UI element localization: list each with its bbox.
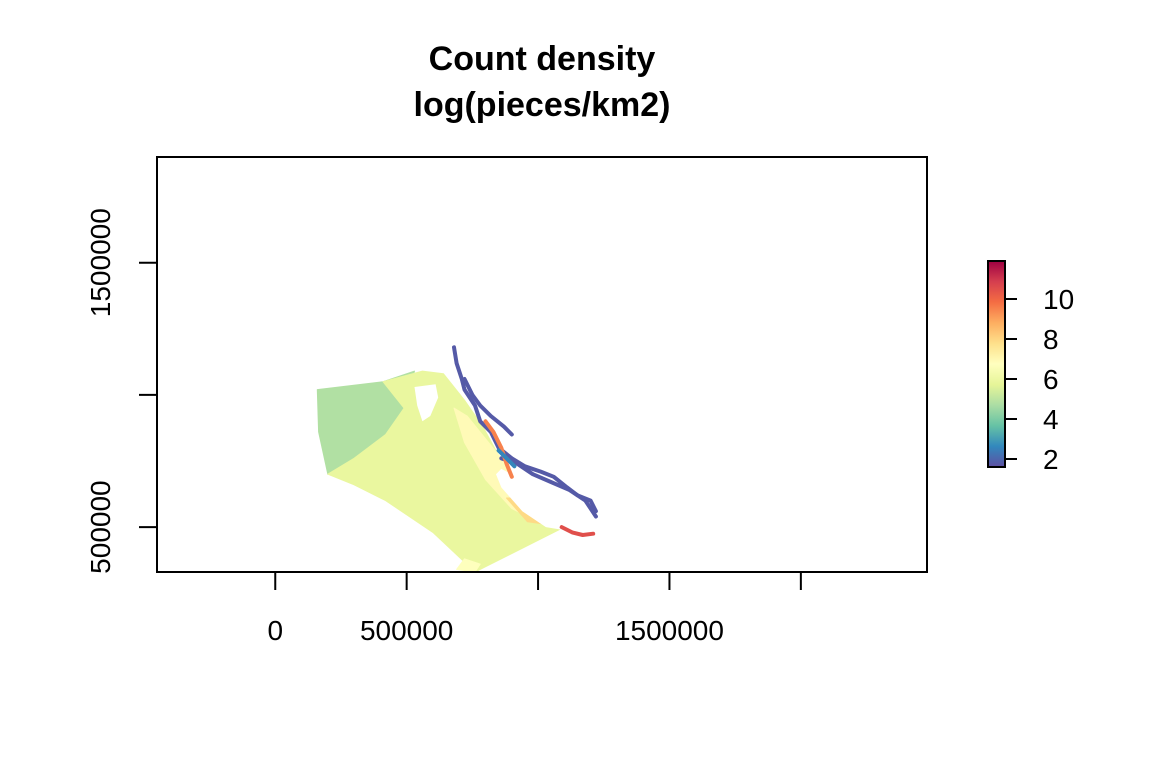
y-tick-label-2: 1500000 [85, 208, 116, 317]
y-axis: 500000 1500000 [85, 208, 158, 574]
colorbar-tick-label-0: 2 [1043, 444, 1059, 475]
map-layer [316, 345, 598, 572]
colorbar-legend: 2 4 6 8 10 [987, 260, 1074, 475]
land-mask-1 [496, 468, 594, 533]
colorbar-tick-label-2: 6 [1043, 364, 1059, 395]
x-tick-label-3: 1500000 [615, 615, 724, 646]
density-region-1 [327, 370, 576, 572]
coast-cells-3 [559, 525, 596, 537]
colorbar-tick-label-3: 8 [1043, 324, 1059, 355]
map-subtitle: log(pieces/km2) [414, 86, 671, 124]
map-title: Count density [429, 40, 656, 78]
x-axis: 0 500000 1500000 [267, 571, 802, 646]
coast-cells-2 [499, 456, 598, 519]
x-tick-label-0: 0 [267, 615, 283, 646]
y-tick-label-0: 500000 [85, 480, 116, 573]
coast-cells-1 [462, 377, 514, 437]
coast-cells-4 [483, 419, 514, 479]
land-mask-0 [414, 384, 439, 422]
x-tick-label-1: 500000 [360, 615, 453, 646]
colorbar-tick-label-1: 4 [1043, 404, 1059, 435]
coast-cells-5 [496, 448, 517, 469]
colorbar-gradient [987, 260, 1006, 468]
colorbar-tick-label-4: 10 [1043, 284, 1074, 315]
